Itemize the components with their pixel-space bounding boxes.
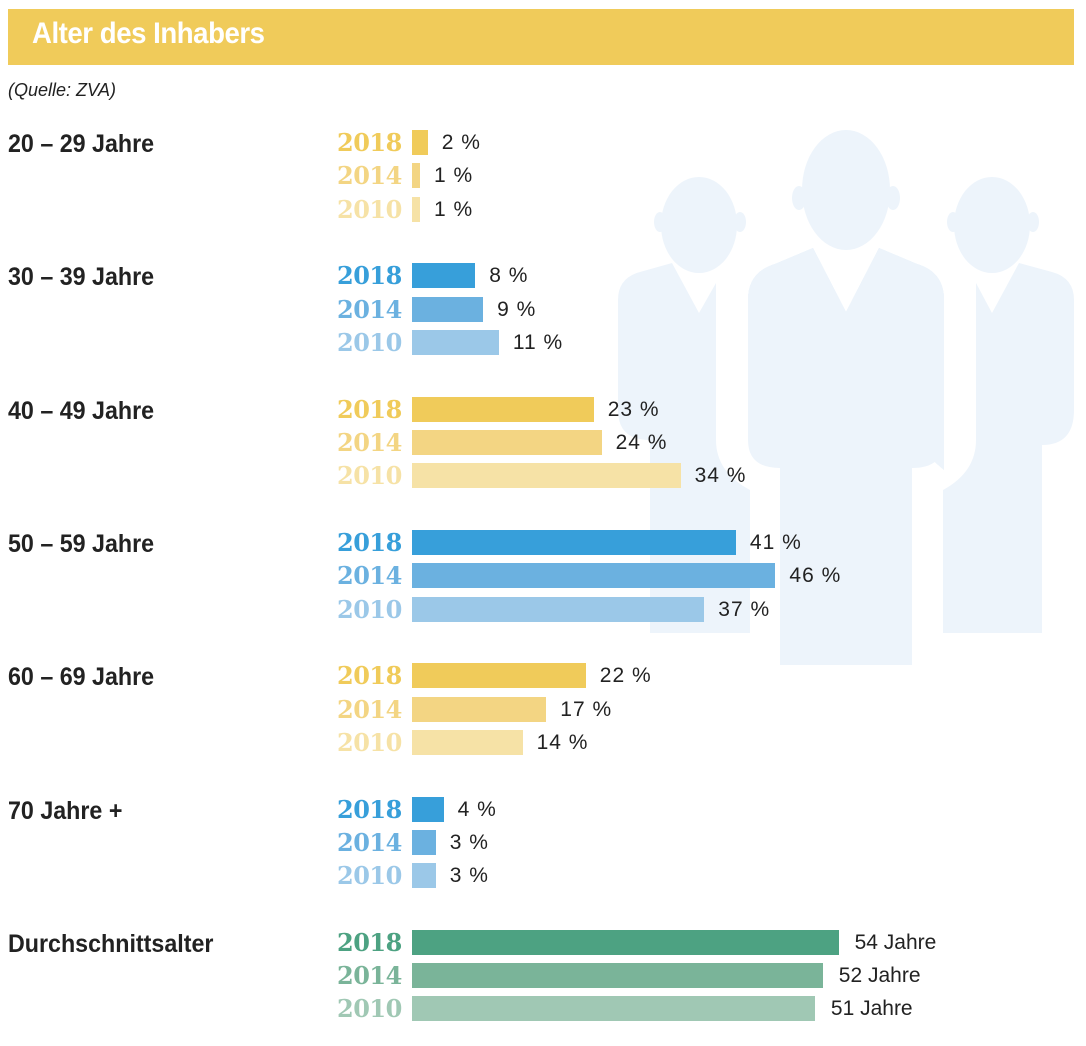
value-label: 8 % bbox=[489, 264, 529, 288]
year-label: 2014 bbox=[337, 961, 402, 991]
value-label: 4 % bbox=[457, 797, 497, 821]
bar bbox=[412, 963, 823, 989]
bar bbox=[412, 829, 436, 855]
bar bbox=[412, 196, 420, 222]
group-label: 70 Jahre + bbox=[8, 796, 123, 825]
value-label: 9 % bbox=[497, 297, 537, 321]
value-label: 3 % bbox=[449, 864, 489, 888]
value-label: 3 % bbox=[449, 830, 489, 854]
value-label: 37 % bbox=[718, 597, 771, 621]
chart-title: Alter des Inhabers bbox=[32, 17, 265, 50]
year-label: 2010 bbox=[337, 861, 402, 891]
value-label: 11 % bbox=[512, 330, 564, 354]
value-label: 51 Jahre bbox=[830, 997, 913, 1021]
value-label: 54 Jahre bbox=[854, 930, 937, 954]
year-label: 2010 bbox=[337, 594, 402, 624]
year-label: 2010 bbox=[337, 461, 402, 491]
year-label: 2014 bbox=[337, 827, 402, 857]
bar bbox=[412, 463, 681, 489]
value-label: 1 % bbox=[434, 164, 474, 188]
year-label: 2010 bbox=[337, 327, 402, 357]
source-note: (Quelle: ZVA) bbox=[8, 80, 117, 100]
value-label: 14 % bbox=[536, 730, 589, 754]
year-label: 2018 bbox=[337, 128, 402, 157]
bar bbox=[412, 596, 705, 622]
bar bbox=[412, 329, 499, 355]
year-label: 2010 bbox=[337, 194, 402, 224]
bar bbox=[412, 429, 602, 455]
value-label: 52 Jahre bbox=[838, 964, 921, 988]
bar bbox=[412, 163, 420, 189]
value-label: 2 % bbox=[441, 131, 481, 154]
bar bbox=[412, 729, 523, 755]
year-label: 2018 bbox=[337, 527, 402, 557]
year-label: 2018 bbox=[337, 927, 402, 957]
year-label: 2018 bbox=[337, 794, 402, 824]
person-silhouette-right-icon bbox=[943, 177, 1074, 633]
value-label: 46 % bbox=[789, 564, 842, 588]
value-label: 17 % bbox=[560, 697, 613, 721]
group-label: 40 – 49 Jahre bbox=[8, 396, 155, 425]
person-silhouette-center-icon bbox=[748, 130, 944, 665]
bar bbox=[412, 929, 839, 955]
bar bbox=[412, 796, 444, 822]
value-label: 41 % bbox=[749, 530, 802, 554]
bar bbox=[412, 696, 547, 722]
year-label: 2014 bbox=[337, 561, 402, 591]
year-label: 2018 bbox=[337, 661, 402, 691]
group-label: 20 – 29 Jahre bbox=[8, 130, 155, 158]
bar bbox=[412, 396, 594, 422]
year-label: 2010 bbox=[337, 994, 402, 1024]
bar bbox=[412, 563, 776, 589]
year-label: 2018 bbox=[337, 261, 402, 291]
year-label: 2010 bbox=[337, 727, 402, 757]
year-label: 2018 bbox=[337, 394, 402, 424]
bar bbox=[412, 130, 428, 155]
year-label: 2014 bbox=[337, 427, 402, 457]
bar bbox=[412, 263, 476, 289]
value-label: 24 % bbox=[615, 430, 668, 454]
value-label: 23 % bbox=[607, 397, 660, 421]
value-label: 1 % bbox=[434, 197, 474, 221]
bar bbox=[412, 663, 586, 689]
bar bbox=[412, 863, 436, 889]
group-label: 30 – 39 Jahre bbox=[8, 263, 155, 292]
year-label: 2014 bbox=[337, 694, 402, 724]
value-label: 34 % bbox=[694, 464, 747, 488]
bar bbox=[412, 296, 484, 322]
title-bar: Alter des Inhabers bbox=[8, 9, 1074, 65]
group-label: 50 – 59 Jahre bbox=[8, 529, 155, 558]
value-label: 22 % bbox=[599, 664, 652, 688]
group-label: 60 – 69 Jahre bbox=[8, 663, 155, 692]
year-label: 2014 bbox=[337, 161, 402, 191]
bar bbox=[412, 529, 736, 555]
group-label: Durchschnittsalter bbox=[8, 929, 214, 958]
year-label: 2014 bbox=[337, 294, 402, 324]
bar bbox=[412, 996, 815, 1022]
